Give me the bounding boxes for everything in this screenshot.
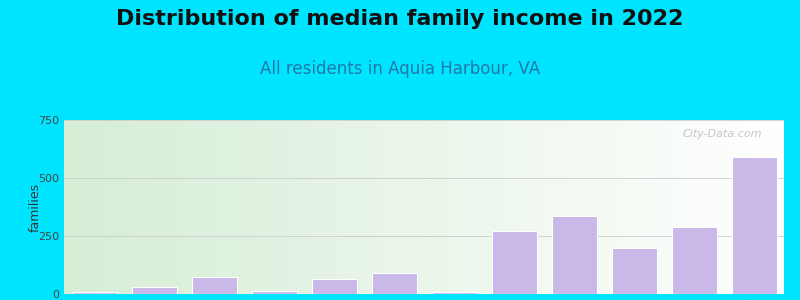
Bar — [131, 287, 177, 294]
Bar — [311, 279, 357, 294]
Bar — [431, 292, 477, 294]
Bar — [551, 216, 597, 294]
Bar — [611, 248, 657, 294]
Bar — [251, 290, 297, 294]
Bar — [191, 277, 237, 294]
Bar — [731, 157, 777, 294]
Text: Distribution of median family income in 2022: Distribution of median family income in … — [116, 9, 684, 29]
Bar — [371, 273, 417, 294]
Text: All residents in Aquia Harbour, VA: All residents in Aquia Harbour, VA — [260, 60, 540, 78]
Bar — [671, 227, 717, 294]
Bar — [491, 231, 537, 294]
Text: City-Data.com: City-Data.com — [683, 129, 762, 139]
Bar — [71, 292, 117, 294]
Y-axis label: families: families — [29, 182, 42, 232]
